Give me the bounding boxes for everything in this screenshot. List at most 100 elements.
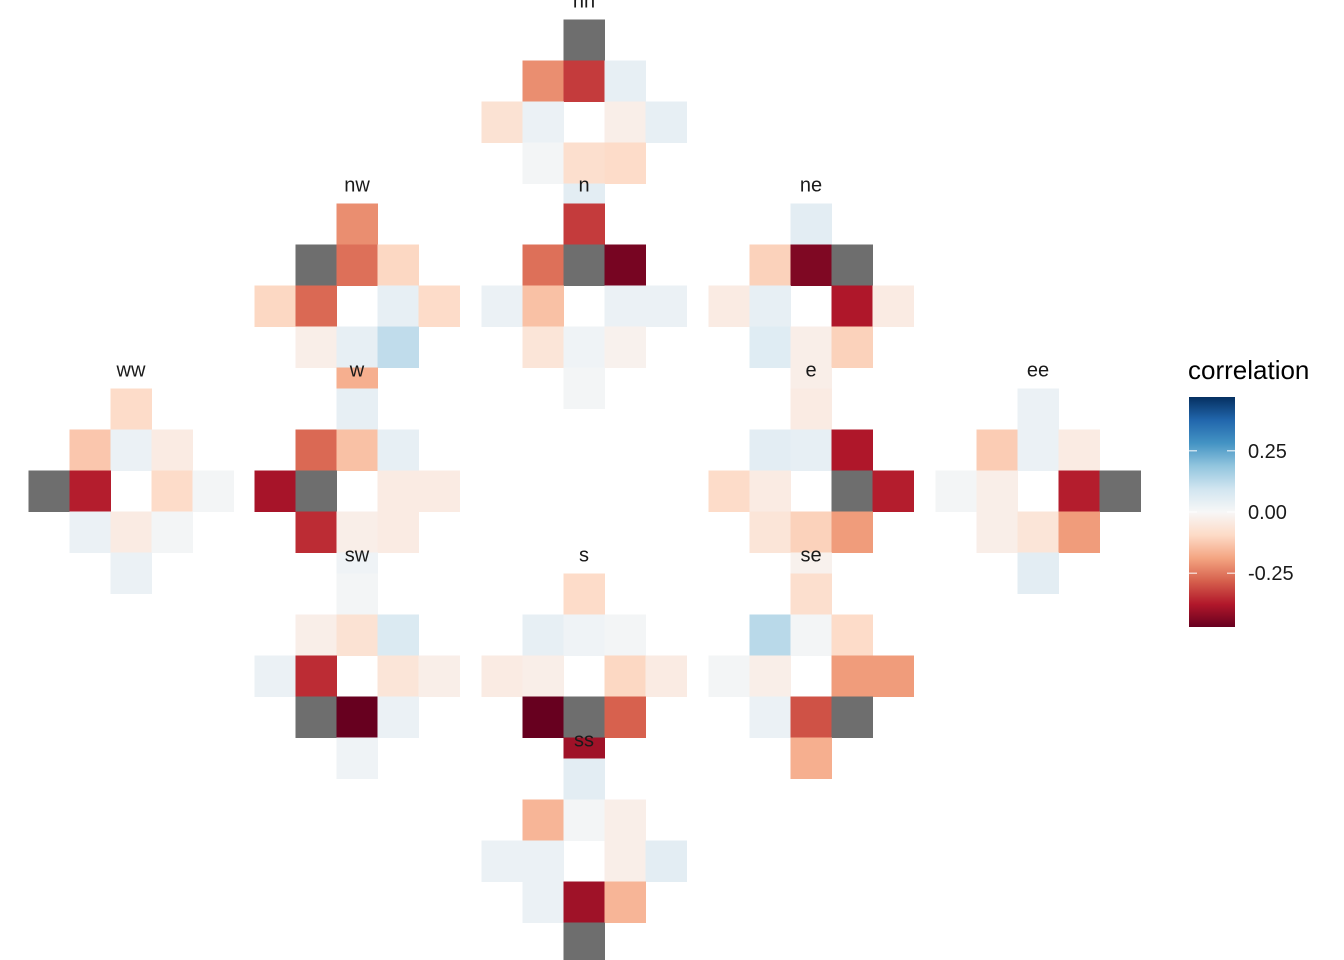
heatmap-cell xyxy=(976,511,1018,553)
panel-se: se xyxy=(708,545,914,779)
heatmap-cell xyxy=(790,737,832,779)
reference-cell xyxy=(563,244,605,286)
heatmap-cell xyxy=(69,511,111,553)
heatmap-cell xyxy=(831,511,873,553)
heatmap-cell xyxy=(522,101,564,143)
heatmap-cell xyxy=(563,758,605,800)
heatmap-cell xyxy=(522,285,564,327)
heatmap-cell xyxy=(295,511,337,553)
heatmap-cell xyxy=(192,470,234,512)
panel-title: e xyxy=(805,360,816,382)
heatmap-cell xyxy=(295,326,337,368)
heatmap-cell xyxy=(69,429,111,471)
heatmap-cell xyxy=(645,285,687,327)
heatmap-cell xyxy=(749,614,791,656)
heatmap-cell xyxy=(1058,429,1100,471)
heatmap-cell xyxy=(151,511,193,553)
heatmap-cell xyxy=(254,655,296,697)
heatmap-cell xyxy=(790,696,832,738)
heatmap-cell xyxy=(481,101,523,143)
heatmap-cell xyxy=(110,511,152,553)
heatmap-cell xyxy=(872,470,914,512)
heatmap-cell xyxy=(254,285,296,327)
panel-nw: nw xyxy=(254,175,460,409)
panel-s: s xyxy=(481,545,687,779)
heatmap-cell xyxy=(604,244,646,286)
heatmap-cell xyxy=(481,840,523,882)
heatmap-cell xyxy=(481,285,523,327)
panel-title: ne xyxy=(800,175,822,197)
panel-title: sw xyxy=(345,545,370,567)
heatmap-cell xyxy=(935,470,977,512)
heatmap-cell xyxy=(336,511,378,553)
legend-tick-label: -0.25 xyxy=(1248,563,1294,585)
reference-cell xyxy=(563,696,605,738)
heatmap-cell xyxy=(749,326,791,368)
legend-tick-label: 0.25 xyxy=(1248,441,1287,463)
heatmap-cell xyxy=(604,101,646,143)
heatmap-cell xyxy=(377,696,419,738)
heatmap-cell xyxy=(708,470,750,512)
panel-sw: sw xyxy=(254,545,460,779)
heatmap-cell xyxy=(708,655,750,697)
heatmap-cell xyxy=(831,614,873,656)
heatmap-cell xyxy=(522,881,564,923)
heatmap-cell xyxy=(749,429,791,471)
heatmap-cell xyxy=(110,552,152,594)
heatmap-cell xyxy=(522,142,564,184)
heatmap-cell xyxy=(790,388,832,430)
heatmap-cell xyxy=(418,470,460,512)
heatmap-cell xyxy=(604,142,646,184)
heatmap-cell xyxy=(151,470,193,512)
heatmap-cell xyxy=(645,101,687,143)
heatmap-cell xyxy=(377,326,419,368)
heatmap-cell xyxy=(790,511,832,553)
heatmap-cell xyxy=(831,285,873,327)
heatmap-cell xyxy=(522,799,564,841)
heatmap-cell xyxy=(604,285,646,327)
heatmap-cell xyxy=(976,470,1018,512)
heatmap-cell xyxy=(790,614,832,656)
heatmap-cell xyxy=(110,388,152,430)
heatmap-cell xyxy=(749,285,791,327)
heatmap-cell xyxy=(336,696,378,738)
heatmap-cell xyxy=(790,244,832,286)
heatmap-cell xyxy=(604,614,646,656)
heatmap-cell xyxy=(790,573,832,615)
heatmap-cell xyxy=(336,203,378,245)
heatmap-cell xyxy=(749,655,791,697)
reference-cell xyxy=(1099,470,1141,512)
heatmap-cell xyxy=(1058,470,1100,512)
reference-cell xyxy=(295,470,337,512)
heatmap-cell xyxy=(790,203,832,245)
heatmap-cell xyxy=(336,244,378,286)
heatmap-cell xyxy=(872,655,914,697)
heatmap-cell xyxy=(708,285,750,327)
heatmap-cell xyxy=(645,840,687,882)
panel-title: s xyxy=(579,545,589,567)
heatmap-cell xyxy=(872,285,914,327)
heatmap-cell xyxy=(295,614,337,656)
legend-tick-label: 0.00 xyxy=(1248,502,1287,524)
heatmap-cell xyxy=(377,655,419,697)
panel-title: nw xyxy=(344,175,370,197)
heatmap-cell xyxy=(151,429,193,471)
heatmap-cell xyxy=(563,614,605,656)
panel-ne: ne xyxy=(708,175,914,409)
heatmap-cell xyxy=(604,655,646,697)
heatmap-cell xyxy=(831,326,873,368)
panel-n: n xyxy=(481,175,687,409)
heatmap-cell xyxy=(563,881,605,923)
heatmap-cell xyxy=(377,470,419,512)
heatmap-cell xyxy=(377,511,419,553)
heatmap-cell xyxy=(1058,511,1100,553)
reference-cell xyxy=(831,470,873,512)
heatmap-cell xyxy=(336,737,378,779)
heatmap-cell xyxy=(418,655,460,697)
heatmap-cell xyxy=(522,244,564,286)
heatmap-cell xyxy=(336,614,378,656)
heatmap-cell xyxy=(295,285,337,327)
heatmap-cell xyxy=(522,655,564,697)
